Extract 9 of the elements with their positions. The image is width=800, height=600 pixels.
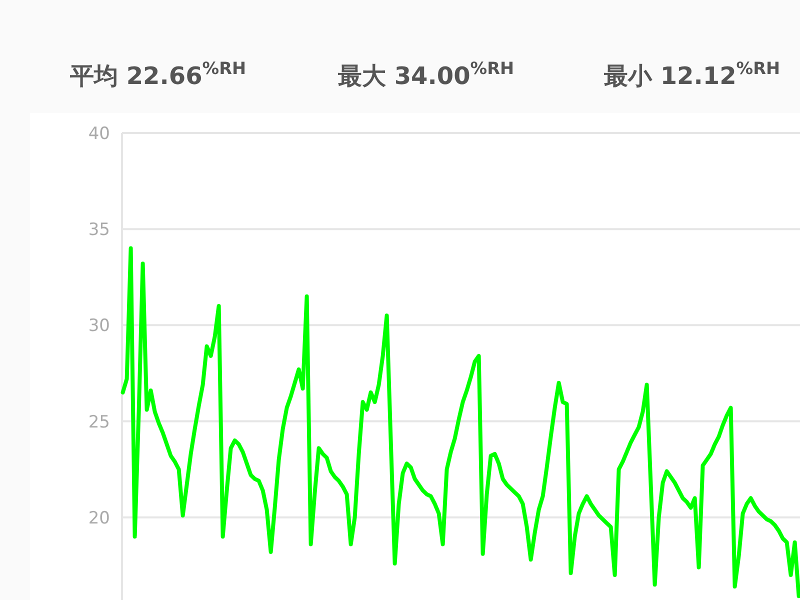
text: 平均 22.66$^{%RH}$ (69, 58, 246, 90)
y-tick-label: 35 (88, 220, 110, 240)
y-tick-label: 30 (88, 316, 110, 336)
line-series (120, 246, 800, 598)
y-tick-label: 40 (88, 124, 110, 144)
y-tick-label: 25 (88, 412, 110, 432)
y-tick-label: 20 (88, 508, 110, 528)
text: 最大 34.00$^{%RH}$ (337, 58, 514, 90)
text: 最小 12.12$^{%RH}$ (603, 58, 780, 90)
